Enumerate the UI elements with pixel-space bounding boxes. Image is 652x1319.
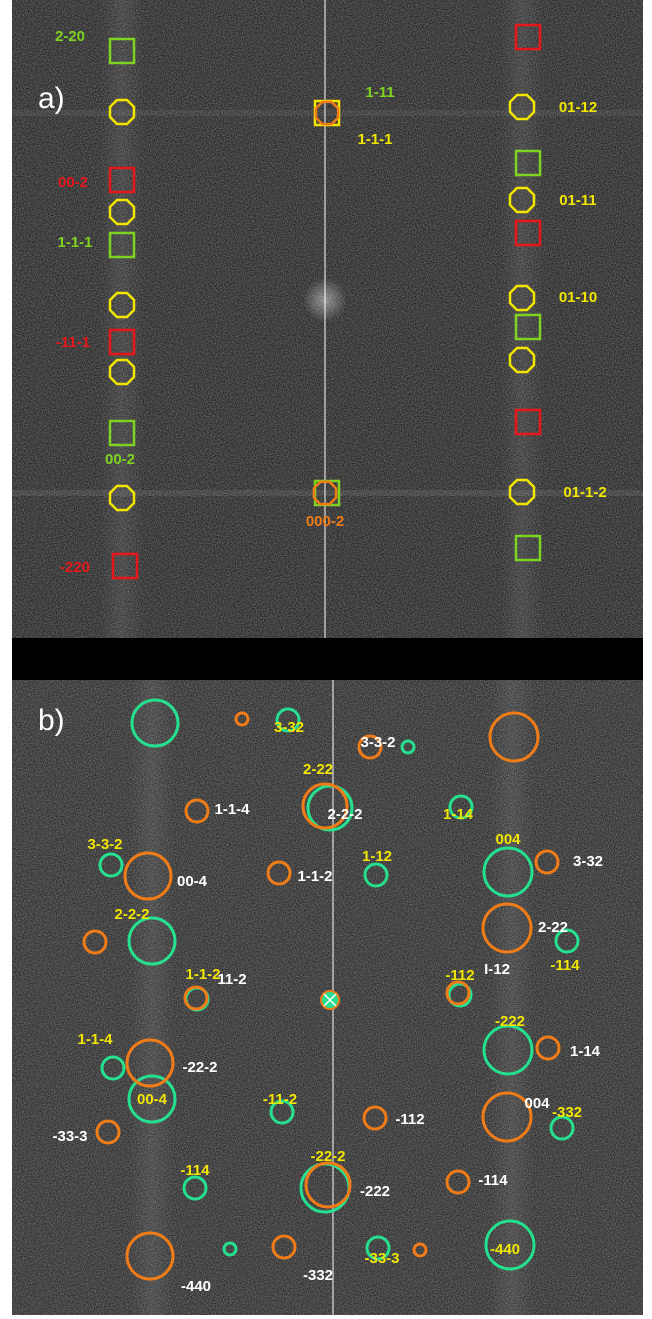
spot-label: 00-2 (105, 451, 135, 468)
spot-label: -222 (360, 1183, 390, 1200)
spot-label: 1-11 (365, 84, 394, 101)
figure: a) b) 2-20 1-11 1-1-1 01-12 00-2 01-11 1-1-1 01… (0, 0, 652, 1319)
spot-label: 00-2 (58, 174, 88, 191)
spot-label: -440 (181, 1278, 211, 1295)
spot-label: 1-12 (362, 848, 392, 865)
spot-label: -11-2 (263, 1091, 297, 1108)
spot-label: 2-22 (303, 761, 333, 778)
spot-label: -22-2 (310, 1148, 345, 1165)
spot-label: 1-1-4 (214, 801, 250, 818)
panel-tag: b) (38, 704, 65, 737)
spot-label: 2-2-2 (114, 906, 149, 923)
spot-label: -114 (478, 1172, 508, 1189)
spot-label: 1-1-2 (297, 868, 332, 885)
spot-label: 1-14 (570, 1043, 601, 1060)
spot-label: 3-3-2 (87, 836, 122, 853)
spot-label: 11-2 (217, 971, 246, 988)
spot-label: 1-1-1 (57, 234, 92, 251)
spot-label: 1-1-4 (77, 1031, 113, 1048)
panel-tag: a) (38, 82, 65, 115)
spot-label: 1-14 (443, 806, 474, 823)
spot-label: 004 (495, 831, 521, 848)
page: {"panel_a": {"tag": "a)", "labels": ["2-… (0, 0, 652, 1319)
spot-label: -440 (490, 1241, 520, 1258)
spot-label: -332 (303, 1267, 333, 1284)
spot-label: 2-20 (55, 28, 85, 45)
spot-label: 01-12 (559, 99, 597, 116)
spot-label: 00-4 (177, 873, 208, 890)
spot-label: 2-2-2 (327, 806, 362, 823)
spot-label: -33-3 (52, 1128, 87, 1145)
spot-label: -220 (60, 559, 90, 576)
spot-label: 3-32 (274, 719, 304, 736)
spot-label: -33-3 (364, 1250, 399, 1267)
spot-label: -11-1 (56, 334, 90, 351)
spot-label: -222 (495, 1013, 525, 1030)
spot-label: 000-2 (306, 513, 344, 530)
spot-label: -114 (550, 957, 580, 974)
spot-label: 1-1-2 (185, 966, 220, 983)
spot-label: 01-10 (559, 289, 597, 306)
spot-label: 01-11 (559, 192, 597, 209)
spot-label: 004 (524, 1095, 550, 1112)
spot-label: -332 (552, 1104, 582, 1121)
spot-label: 3-32 (573, 853, 603, 870)
panel-a-image (12, 0, 643, 638)
spot-label: 1-1-1 (357, 131, 392, 148)
spot-label: 00-4 (137, 1091, 168, 1108)
spot-label: 01-1-2 (563, 484, 606, 501)
spot-label: -112 (395, 1111, 424, 1128)
spot-label: -112 (445, 967, 474, 984)
spot-label: -22-2 (182, 1059, 217, 1076)
spot-label: 3-3-2 (360, 734, 395, 751)
spot-label: I-12 (484, 961, 510, 978)
spot-label: 2-22 (538, 919, 568, 936)
spot-label: -114 (180, 1162, 210, 1179)
